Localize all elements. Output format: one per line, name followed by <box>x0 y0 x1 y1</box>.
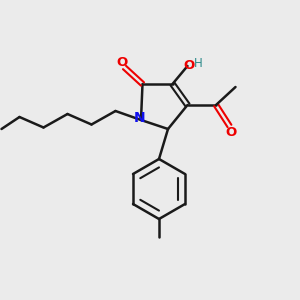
Text: H: H <box>194 56 202 70</box>
Text: O: O <box>183 59 195 72</box>
Text: O: O <box>225 125 237 139</box>
Text: N: N <box>134 112 145 125</box>
Text: O: O <box>116 56 128 69</box>
